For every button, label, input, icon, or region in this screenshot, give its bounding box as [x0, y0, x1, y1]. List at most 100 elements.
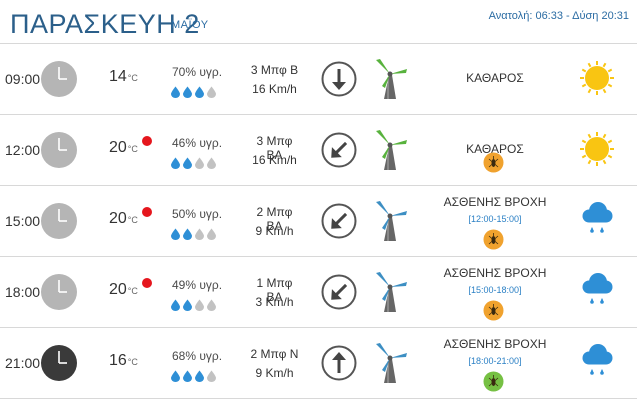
drop-icon: [182, 369, 194, 386]
condition-label: ΚΑΘΑΡΟΣ: [466, 142, 524, 156]
condition-time-range: [12:00-15:00]: [468, 214, 522, 224]
temperature: 16°C: [109, 352, 138, 370]
arrow-southwest-icon: [321, 132, 357, 168]
wind-speed: 3 Km/h: [255, 295, 294, 309]
temperature-value: 16: [109, 352, 127, 369]
arrow-southwest-icon: [321, 203, 357, 239]
clock-icon-light: [41, 61, 77, 97]
clock-icon-light: [41, 274, 77, 310]
drop-icon: [170, 298, 182, 315]
row-time: 18:00: [5, 284, 41, 300]
humidity: 68% υγρ.: [172, 349, 223, 363]
condition-label: ΑΣΘΕΝΗΣ ΒΡΟΧΗ: [443, 337, 547, 351]
mosquito-orange-icon: [483, 300, 504, 321]
condition-label: ΚΑΘΑΡΟΣ: [466, 71, 524, 85]
drop-icon: [182, 85, 194, 102]
drop-icon: [194, 298, 206, 315]
temperature-value: 20: [109, 139, 127, 156]
drop-icon: [194, 369, 206, 386]
temperature-unit: °C: [127, 357, 138, 367]
wind-beaufort: 1 Μπφ ΒΑ: [256, 276, 293, 304]
arrow-southwest-icon: [321, 274, 357, 310]
drop-icon: [206, 85, 218, 102]
clock-icon-light: [41, 203, 77, 239]
arrow-south-icon: [321, 61, 357, 97]
condition-time-range: [18:00-21:00]: [468, 356, 522, 366]
wind-turbine-icon: [371, 57, 409, 101]
warning-dot-icon: [142, 278, 152, 288]
wind-beaufort: 2 Μπφ ΒΑ: [256, 205, 293, 233]
rain-cloud-icon: [577, 272, 617, 310]
wind-speed: 16 Km/h: [252, 82, 297, 96]
temperature-value: 14: [109, 68, 127, 85]
condition-time-range: [15:00-18:00]: [468, 285, 522, 295]
humidity: 49% υγρ.: [172, 278, 223, 292]
drop-icon: [206, 369, 218, 386]
drop-icon: [170, 369, 182, 386]
humidity-drops: [170, 156, 218, 169]
drop-icon: [182, 227, 194, 244]
drop-icon: [206, 298, 218, 315]
humidity: 46% υγρ.: [172, 136, 223, 150]
warning-dot-icon: [142, 136, 152, 146]
clock-icon-light: [41, 132, 77, 168]
humidity-drops: [170, 227, 218, 240]
humidity: 70% υγρ.: [172, 65, 223, 79]
forecast-row: 09:00 14°C 70% υγρ. 3 Μπφ Β 16 Km/h ΚΑΘΑΡΟΣ: [0, 44, 637, 115]
temperature-unit: °C: [127, 73, 138, 83]
forecast-row: 12:00 20°C 46% υγρ. 3 Μπφ ΒΑ 16 Km/h ΚΑΘΑΡΟΣ: [0, 115, 637, 186]
row-time: 12:00: [5, 142, 41, 158]
drop-icon: [170, 227, 182, 244]
humidity-drops: [170, 369, 218, 382]
drop-icon: [170, 85, 182, 102]
drop-icon: [194, 156, 206, 173]
forecast-row: 15:00 20°C 50% υγρ. 2 Μπφ ΒΑ 9 Km/h ΑΣΘΕΝΗΣ Β…: [0, 186, 637, 257]
warning-dot-icon: [142, 207, 152, 217]
temperature: 20°C: [109, 281, 138, 299]
mosquito-green-icon: [483, 371, 504, 392]
temperature-unit: °C: [127, 215, 138, 225]
humidity-drops: [170, 298, 218, 311]
forecast-row: 18:00 20°C 49% υγρ. 1 Μπφ ΒΑ 3 Km/h ΑΣΘΕΝΗΣ Β…: [0, 257, 637, 328]
condition-label: ΑΣΘΕΝΗΣ ΒΡΟΧΗ: [443, 266, 547, 280]
condition-label: ΑΣΘΕΝΗΣ ΒΡΟΧΗ: [443, 195, 547, 209]
day-title: ΠΑΡΑΣΚΕΥΗ 2: [10, 9, 200, 39]
temperature: 20°C: [109, 139, 138, 157]
sunrise-sunset: Ανατολή: 06:33 - Δύση 20:31: [488, 10, 629, 22]
drop-icon: [194, 85, 206, 102]
wind-turbine-icon: [371, 128, 409, 172]
temperature-value: 20: [109, 281, 127, 298]
sun-icon: [577, 59, 617, 97]
mosquito-orange-icon: [483, 152, 504, 173]
wind-speed: 9 Km/h: [255, 224, 294, 238]
rain-cloud-icon: [577, 343, 617, 381]
wind-speed: 16 Km/h: [252, 153, 297, 167]
wind-turbine-icon: [371, 341, 409, 385]
temperature: 20°C: [109, 210, 138, 228]
sun-icon: [577, 130, 617, 168]
drop-icon: [194, 227, 206, 244]
wind-turbine-icon: [371, 270, 409, 314]
humidity: 50% υγρ.: [172, 207, 223, 221]
row-time: 15:00: [5, 213, 41, 229]
drop-icon: [182, 298, 194, 315]
wind-beaufort: 3 Μπφ ΒΑ: [256, 134, 293, 162]
day-header: ΠΑΡΑΣΚΕΥΗ 2 ΜΑΪΟΥ Ανατολή: 06:33 - Δύση …: [0, 0, 637, 44]
arrow-north-icon: [321, 345, 357, 381]
temperature-value: 20: [109, 210, 127, 227]
clock-icon-dark: [41, 345, 77, 381]
row-time: 21:00: [5, 355, 41, 371]
forecast-row: 21:00 16°C 68% υγρ. 2 Μπφ Ν 9 Km/h ΑΣΘΕΝΗΣ ΒΡ…: [0, 328, 637, 399]
drop-icon: [206, 156, 218, 173]
humidity-drops: [170, 85, 218, 98]
rain-cloud-icon: [577, 201, 617, 239]
drop-icon: [182, 156, 194, 173]
temperature-unit: °C: [127, 286, 138, 296]
mosquito-orange-icon: [483, 229, 504, 250]
wind-beaufort: 3 Μπφ Β: [250, 63, 299, 77]
wind-speed: 9 Km/h: [255, 366, 294, 380]
wind-beaufort: 2 Μπφ Ν: [250, 347, 299, 361]
temperature-unit: °C: [127, 144, 138, 154]
drop-icon: [206, 227, 218, 244]
wind-turbine-icon: [371, 199, 409, 243]
